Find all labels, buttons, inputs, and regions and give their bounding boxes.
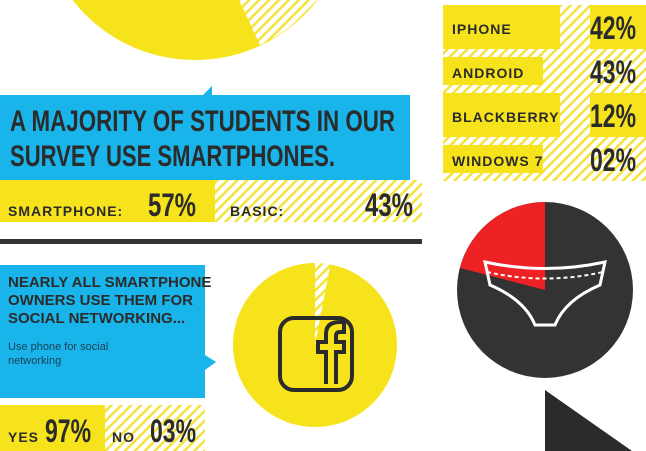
pie-slice-yes	[232, 263, 397, 427]
notch	[203, 86, 212, 95]
platform-share: 02%	[590, 142, 636, 178]
platform-label-bg	[443, 145, 543, 173]
value: 57%	[148, 187, 196, 223]
divider	[0, 239, 422, 244]
platform-hatch	[560, 5, 590, 49]
headline: SURVEY USE SMARTPHONES.	[10, 140, 335, 173]
value: 97%	[45, 413, 91, 449]
social-heading: NEARLY ALL SMARTPHONE	[8, 274, 211, 291]
headline-box	[0, 95, 410, 180]
smartphone-cell	[0, 180, 215, 222]
basic-cell	[215, 180, 422, 222]
no-cell	[105, 405, 205, 451]
platform-share: 12%	[590, 98, 636, 134]
platform-name: BLACKBERRY	[452, 109, 559, 125]
platform-label-bg	[443, 57, 543, 85]
underwear-icon	[483, 260, 607, 327]
platform-name: IPHONE	[452, 21, 512, 37]
yes-cell	[0, 405, 105, 451]
platform-name: ANDROID	[452, 65, 524, 81]
pie-slice-no	[315, 263, 331, 345]
platform-row	[443, 93, 646, 137]
facebook-f	[316, 320, 346, 384]
value: 03%	[150, 413, 196, 449]
platform-share: 43%	[590, 54, 636, 90]
social-note: Use phone for social	[8, 341, 108, 353]
social-note: networking	[8, 355, 61, 367]
decor-pie-slice	[239, 0, 317, 45]
label: SMARTPHONE:	[8, 203, 123, 219]
platform-name: WINDOWS 7	[452, 153, 543, 169]
headline: A MAJORITY OF STUDENTS IN OUR	[10, 105, 395, 138]
decor-triangle	[545, 390, 632, 451]
social-heading: OWNERS USE THEM FOR	[8, 292, 193, 309]
label: NO	[112, 429, 135, 445]
platform-row	[443, 5, 646, 49]
social-heading: SOCIAL NETWORKING...	[8, 310, 185, 327]
social-box	[0, 265, 205, 398]
label: BASIC:	[230, 203, 284, 219]
underwear-lace	[486, 271, 604, 280]
notch	[205, 355, 216, 370]
value: 43%	[365, 187, 413, 223]
facebook-icon	[278, 316, 354, 392]
platform-share: 42%	[590, 10, 636, 46]
label: YES	[8, 429, 39, 445]
platform-hatch	[560, 93, 590, 137]
